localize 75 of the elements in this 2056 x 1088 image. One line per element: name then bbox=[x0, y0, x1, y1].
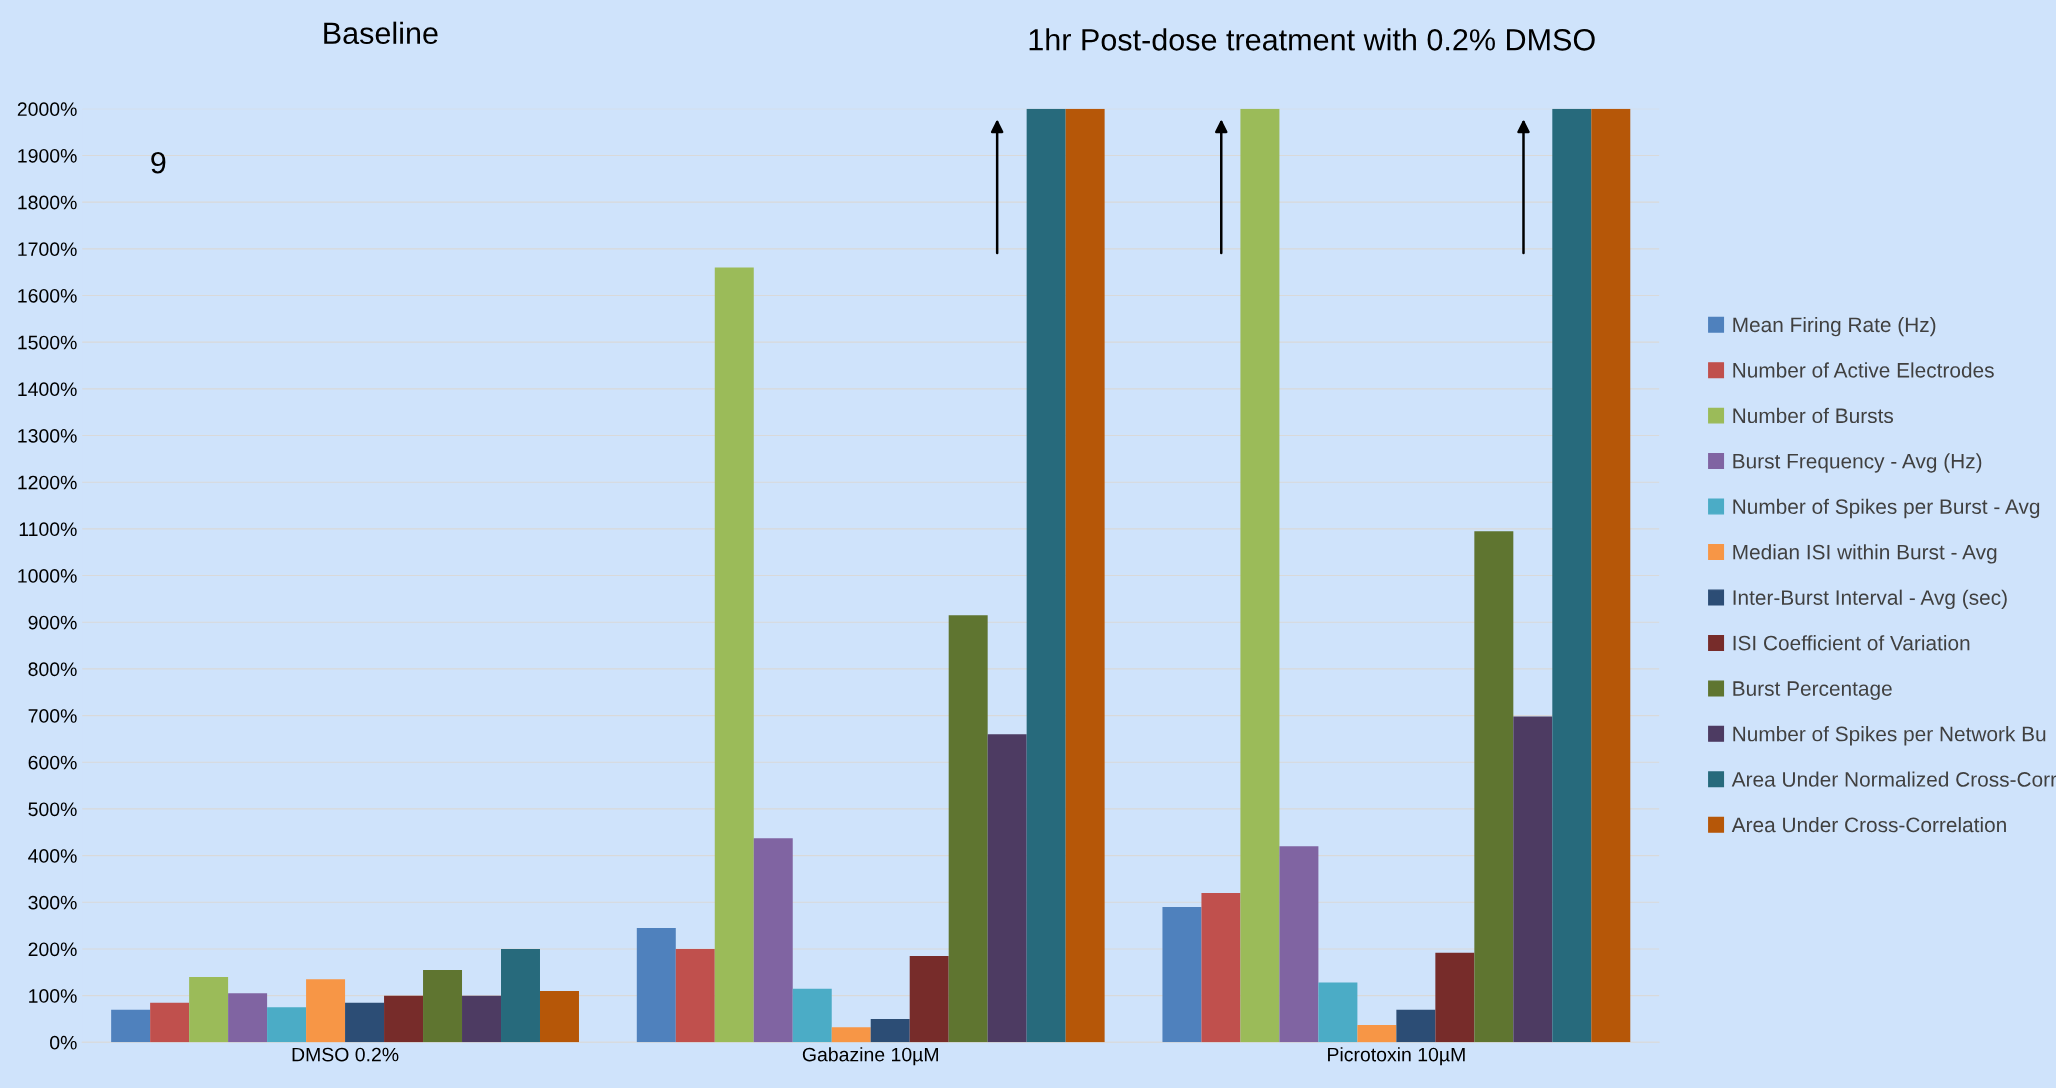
bar bbox=[1162, 906, 1202, 1043]
bar bbox=[1552, 108, 1592, 1043]
bar bbox=[948, 615, 988, 1043]
bar bbox=[306, 979, 346, 1043]
y-tick-label: 300% bbox=[28, 895, 77, 910]
y-tick-label: 500% bbox=[28, 802, 77, 817]
bar bbox=[987, 734, 1027, 1043]
legend-label: Burst Percentage bbox=[1733, 681, 1892, 701]
bar bbox=[753, 838, 793, 1043]
x-tick-label: DMSO 0.2% bbox=[292, 1047, 399, 1062]
bar bbox=[1026, 108, 1066, 1043]
legend-label: Number of Bursts bbox=[1733, 407, 1894, 424]
bar bbox=[345, 1002, 385, 1043]
y-tick-label: 1000% bbox=[18, 569, 77, 583]
bar bbox=[462, 995, 502, 1043]
y-tick-label: 1800% bbox=[18, 195, 77, 210]
bar bbox=[267, 1007, 307, 1043]
y-tick-label: 200% bbox=[28, 942, 77, 957]
bar bbox=[675, 948, 715, 1043]
legend-label: Mean Firing Rate (Hz) bbox=[1733, 316, 1936, 337]
bar bbox=[1396, 1009, 1436, 1043]
bar bbox=[1201, 892, 1241, 1043]
y-tick-label: 100% bbox=[29, 989, 77, 1003]
y-tick-label: 1200% bbox=[18, 475, 77, 490]
bar bbox=[909, 955, 949, 1043]
legend-label: Inter-Burst Interval - Avg (sec) bbox=[1733, 589, 2007, 610]
bar bbox=[636, 927, 676, 1043]
bar bbox=[189, 976, 229, 1043]
y-tick-label: 1900% bbox=[18, 148, 77, 163]
bar bbox=[1435, 952, 1475, 1043]
bar bbox=[870, 1018, 910, 1043]
y-tick-label: 1600% bbox=[18, 288, 77, 303]
legend-label: Number of Spikes per Burst - Avg bbox=[1733, 498, 2040, 519]
legend-label: Area Under Normalized Cross-Corr bbox=[1731, 771, 2056, 787]
bar bbox=[1240, 108, 1280, 1043]
y-tick-label: 1100% bbox=[19, 522, 77, 537]
y-tick-label: 700% bbox=[28, 709, 77, 723]
y-tick-label: 2000% bbox=[17, 102, 77, 117]
bar bbox=[1279, 846, 1319, 1043]
y-tick-label: 800% bbox=[28, 662, 77, 677]
chart-title: Baseline bbox=[324, 21, 438, 45]
y-tick-label: 600% bbox=[28, 755, 77, 770]
bar bbox=[1357, 1025, 1397, 1043]
y-tick-label: 1700% bbox=[18, 242, 77, 257]
x-tick-label: Gabazine 10µM bbox=[802, 1047, 938, 1066]
bar bbox=[228, 993, 268, 1043]
y-tick-label: 400% bbox=[28, 849, 77, 863]
bar bbox=[714, 267, 754, 1043]
legend-label: Median ISI within Burst - Avg bbox=[1733, 544, 1997, 564]
bar bbox=[1474, 531, 1514, 1043]
y-tick-label: 0% bbox=[50, 1035, 77, 1050]
bar bbox=[1591, 108, 1631, 1043]
annotation: 9 bbox=[151, 151, 166, 174]
legend-label: Area Under Cross-Correlation bbox=[1731, 816, 2006, 833]
x-tick-label: Picrotoxin 10µM bbox=[1328, 1047, 1465, 1066]
legend-label: Burst Frequency - Avg (Hz) bbox=[1733, 453, 1982, 473]
y-tick-label: 900% bbox=[28, 615, 77, 630]
bar bbox=[1318, 982, 1358, 1043]
y-tick-label: 1400% bbox=[18, 382, 77, 397]
bar bbox=[384, 995, 424, 1043]
legend-label: Number of Spikes per Network Bu bbox=[1733, 726, 2046, 746]
bar bbox=[150, 1002, 190, 1043]
bar bbox=[539, 990, 579, 1043]
y-tick-label: 1500% bbox=[18, 335, 77, 350]
bar bbox=[1513, 716, 1553, 1043]
chart-subtitle: 1hr Post-dose treatment with 0.2% DMSO bbox=[1029, 28, 1595, 51]
y-tick-label: 1300% bbox=[18, 428, 77, 443]
legend-label: ISI Coefficient of Variation bbox=[1733, 635, 1970, 651]
bar bbox=[501, 948, 540, 1043]
bar bbox=[1065, 108, 1105, 1043]
bar bbox=[792, 988, 832, 1043]
bar bbox=[111, 1009, 151, 1043]
bar bbox=[831, 1027, 871, 1043]
bar bbox=[423, 969, 463, 1043]
legend-label: Number of Active Electrodes bbox=[1733, 362, 1994, 378]
